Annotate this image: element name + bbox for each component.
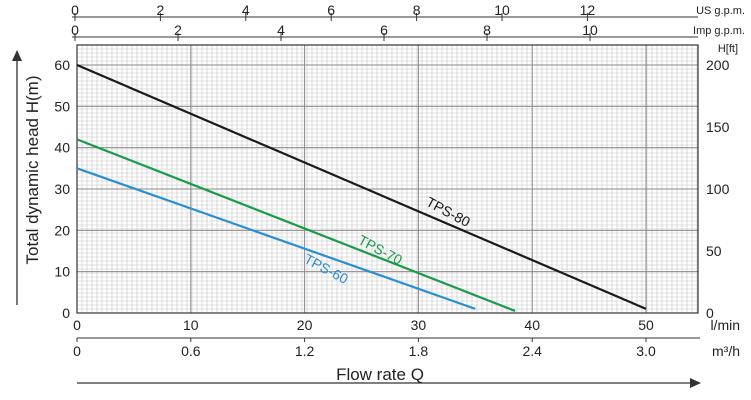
x-tick-label: 50 bbox=[638, 317, 654, 333]
x-tick-label: 10 bbox=[183, 317, 199, 333]
series-lines bbox=[76, 63, 647, 312]
m3h-tick-label: 1.2 bbox=[295, 343, 315, 359]
x-unit-label: l/min bbox=[710, 317, 740, 333]
us-gpm-tick-label: 10 bbox=[494, 2, 510, 18]
m3h-tick-label: 0.6 bbox=[181, 343, 201, 359]
imp-gpm-tick-label: 8 bbox=[483, 22, 491, 38]
series-line-tps-80 bbox=[76, 63, 647, 310]
m3h-unit-label: m³/h bbox=[712, 343, 740, 359]
ft-tick-label: 100 bbox=[706, 181, 730, 197]
ft-tick-label: 200 bbox=[706, 57, 730, 73]
ft-tick-label: 0 bbox=[706, 305, 714, 321]
y-tick-label: 60 bbox=[54, 57, 70, 73]
x-axis-arrowhead bbox=[690, 378, 701, 388]
ft-tick-label: 150 bbox=[706, 119, 730, 135]
x-tick-label: 40 bbox=[524, 317, 540, 333]
x-tick-label: 20 bbox=[297, 317, 313, 333]
ft-unit-label: H[ft] bbox=[718, 43, 738, 55]
axes bbox=[12, 13, 701, 388]
y-axis-arrowhead bbox=[12, 50, 22, 61]
m3h-tick-label: 1.8 bbox=[409, 343, 429, 359]
us-gpm-tick-label: 6 bbox=[327, 2, 335, 18]
us-gpm-tick-label: 2 bbox=[157, 2, 165, 18]
m3h-tick-label: 0 bbox=[73, 343, 81, 359]
m3h-tick-label: 2.4 bbox=[522, 343, 542, 359]
y-tick-label: 30 bbox=[54, 181, 70, 197]
y-axis-title: Total dynamic head H(m) bbox=[23, 76, 42, 265]
us-gpm-tick-label: 12 bbox=[580, 2, 596, 18]
y-tick-label: 10 bbox=[54, 264, 70, 280]
y-tick-label: 50 bbox=[54, 98, 70, 114]
us-gpm-unit-label: US g.p.m. bbox=[696, 5, 745, 17]
imp-gpm-tick-label: 4 bbox=[277, 22, 285, 38]
grid bbox=[76, 44, 698, 314]
us-gpm-tick-label: 4 bbox=[242, 2, 250, 18]
imp-gpm-tick-label: 0 bbox=[71, 22, 79, 38]
y-tick-label: 20 bbox=[54, 222, 70, 238]
x-axis-title: Flow rate Q bbox=[336, 365, 424, 384]
x-tick-label: 30 bbox=[411, 317, 427, 333]
x-tick-label: 0 bbox=[73, 317, 81, 333]
y-tick-label: 40 bbox=[54, 140, 70, 156]
series-line-tps-60 bbox=[76, 167, 476, 310]
imp-gpm-unit-label: Imp g.p.m. bbox=[693, 25, 745, 37]
plot-frame bbox=[76, 44, 699, 314]
imp-gpm-tick-label: 2 bbox=[174, 22, 182, 38]
m3h-tick-label: 3.0 bbox=[636, 343, 656, 359]
y-tick-label: 0 bbox=[62, 305, 70, 321]
series-line-tps-70 bbox=[76, 138, 516, 312]
ft-tick-label: 50 bbox=[706, 243, 722, 259]
tick-labels: 0 2 4 6 8 10 12 US g.p.m.0 2 4 6 8 10 Imp g.p.m.01020… bbox=[23, 2, 745, 384]
imp-gpm-tick-label: 10 bbox=[582, 22, 598, 38]
us-gpm-tick-label: 0 bbox=[71, 2, 79, 18]
us-gpm-tick-label: 8 bbox=[413, 2, 421, 18]
imp-gpm-tick-label: 6 bbox=[380, 22, 388, 38]
